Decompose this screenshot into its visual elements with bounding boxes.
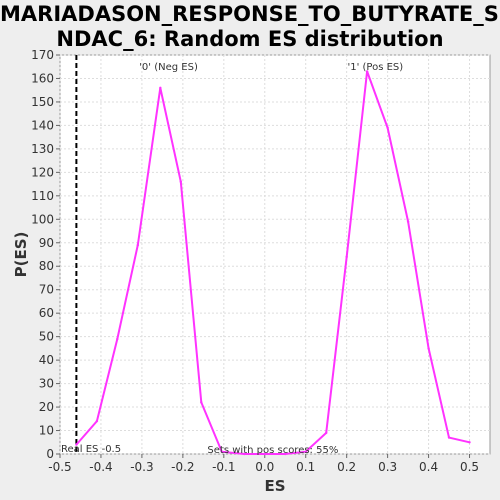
y-tick-label: 60 <box>39 306 54 320</box>
y-tick-label: 20 <box>39 400 54 414</box>
es-distribution-line <box>75 71 470 455</box>
y-tick-label: 70 <box>39 283 54 297</box>
data-point <box>159 86 162 90</box>
y-tick-label: 110 <box>31 189 54 203</box>
chart-title-line-1: MARIADASON_RESPONSE_TO_BUTYRATE_SULI <box>0 2 500 26</box>
y-tick-label: 100 <box>31 212 54 226</box>
x-tick-label: 0.1 <box>296 460 315 474</box>
data-point <box>263 452 266 456</box>
data-point <box>220 450 223 453</box>
data-point <box>365 70 369 73</box>
y-tick-label: 140 <box>31 118 54 132</box>
real-es-label: Real ES -0.5 <box>61 444 121 455</box>
y-tick-label: 30 <box>39 377 54 391</box>
data-point <box>468 441 471 444</box>
data-point <box>304 450 307 453</box>
data-point <box>386 126 389 129</box>
data-point <box>179 180 183 183</box>
x-tick-label: 0.2 <box>337 460 356 474</box>
y-tick-label: 150 <box>31 95 54 109</box>
x-tick-label: -0.4 <box>89 460 112 474</box>
data-point <box>136 243 140 247</box>
y-tick-label: 80 <box>39 259 54 273</box>
x-tick-label: 0.5 <box>460 460 479 474</box>
x-tick-label: 0.0 <box>255 460 274 474</box>
x-tick-label: -0.1 <box>212 460 235 474</box>
x-axis: -0.5 -0.4 -0.3 -0.2 -0.1 0.0 0.1 0.2 0.3 0.4 0.5 <box>48 454 479 474</box>
x-axis-label: ES <box>264 477 285 495</box>
x-tick-label: -0.3 <box>130 460 153 474</box>
neg-es-label: '0' (Neg ES) <box>139 62 198 73</box>
y-tick-label: 90 <box>39 236 54 250</box>
data-point <box>284 452 287 456</box>
data-point <box>447 436 451 439</box>
y-tick-label: 160 <box>31 71 54 85</box>
data-points <box>75 70 471 456</box>
y-tick-label: 50 <box>39 330 54 344</box>
y-tick-label: 40 <box>39 353 54 367</box>
y-tick-label: 170 <box>31 48 54 62</box>
data-point <box>406 220 410 223</box>
x-tick-label: 0.3 <box>378 460 397 474</box>
x-tick-label: 0.4 <box>419 460 438 474</box>
data-point <box>116 337 119 341</box>
x-tick-label: -0.2 <box>171 460 194 474</box>
data-point <box>345 255 348 259</box>
y-axis-label: P(ES) <box>12 232 30 278</box>
pos-es-label: '1' (Pos ES) <box>347 62 403 73</box>
pos-scores-text: Sets with pos scores: 55% <box>207 445 338 456</box>
data-point <box>324 431 328 435</box>
y-axis: 0 10 20 30 40 50 60 70 80 90 100 110 120 130 140 150 160… <box>31 48 60 461</box>
y-tick-label: 10 <box>39 424 54 438</box>
y-tick-label: 120 <box>31 165 54 179</box>
grid <box>59 54 490 455</box>
plot-area <box>59 54 491 455</box>
data-point <box>427 347 430 350</box>
y-tick-label: 0 <box>46 447 54 461</box>
chart-title-line-2: NDAC_6: Random ES distribution <box>56 27 444 51</box>
data-point <box>200 401 203 404</box>
y-tick-label: 130 <box>31 142 54 156</box>
data-point <box>243 452 246 456</box>
data-point <box>95 419 99 423</box>
x-tick-label: -0.5 <box>48 460 71 474</box>
data-point <box>75 443 78 446</box>
